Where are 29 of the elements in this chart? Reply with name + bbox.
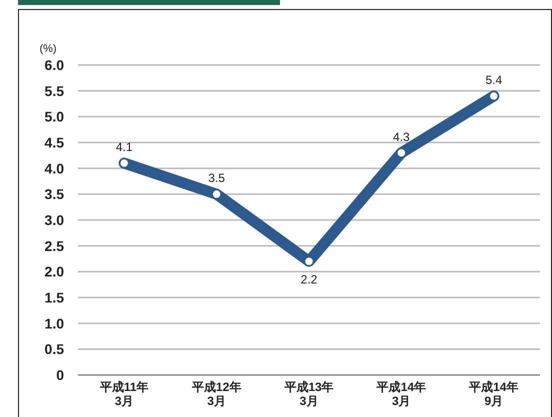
y-tick-label: 5.0	[44, 108, 64, 125]
data-label: 2.2	[300, 272, 318, 286]
x-tick-label: 平成11年 3月	[98, 380, 149, 408]
x-tick-label: 平成14年 9月	[468, 380, 518, 408]
y-tick-label: 6.0	[44, 57, 64, 73]
y-tick-label: 5.5	[44, 82, 64, 99]
point	[488, 90, 500, 102]
y-tick-label: 2.5	[44, 238, 64, 254]
y-tick-label: 1.0	[44, 315, 64, 332]
data-label: 3.5	[208, 171, 226, 186]
x-tick-label: 平成12年 3月	[190, 380, 242, 408]
y-tick-label: 0	[56, 367, 64, 383]
y-tick-label: 1.5	[44, 290, 64, 306]
point	[118, 158, 130, 168]
y-tick-label: 4.5	[44, 134, 64, 150]
y-tick-label: 0.5	[44, 341, 64, 358]
data-label: 5.4	[485, 73, 502, 87]
y-tick-label: 3.5	[44, 186, 64, 202]
y-tick-label: 4.0	[44, 160, 64, 176]
point	[211, 188, 222, 200]
x-tick-label: 平成13年 3月	[283, 380, 334, 408]
x-tick-label: 平成14年 3月	[376, 380, 426, 408]
point	[304, 256, 314, 267]
y-tick-label: 2.0	[44, 264, 64, 280]
y-tick-label: 3.0	[44, 212, 64, 228]
point	[396, 148, 407, 158]
data-label: 4.3	[393, 130, 410, 144]
data-label: 4.1	[116, 140, 133, 154]
y-axis-title: (%)	[39, 43, 57, 55]
